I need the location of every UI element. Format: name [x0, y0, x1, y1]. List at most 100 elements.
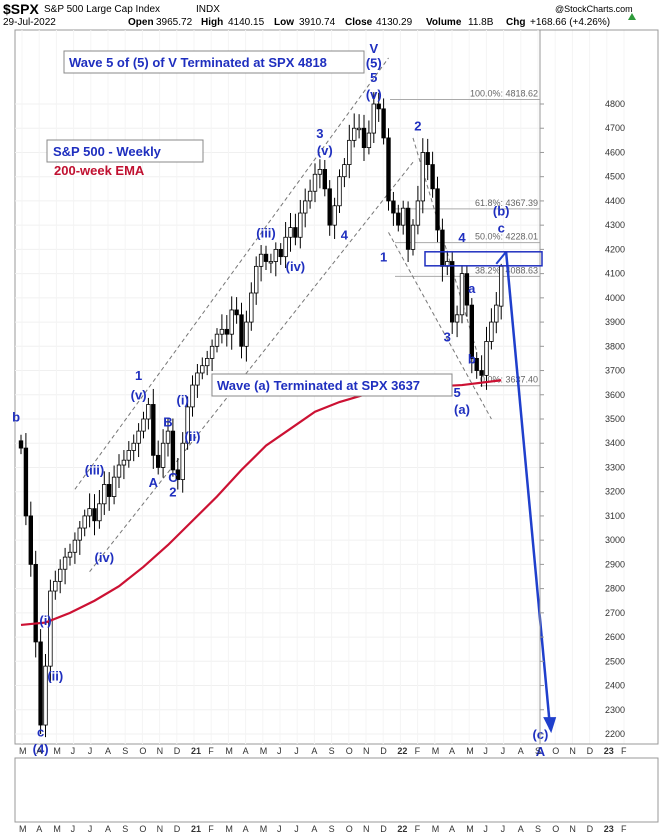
resistance-zone: [424, 251, 543, 267]
projection: [495, 251, 557, 734]
x-tick-label: M: [466, 824, 474, 834]
symbol: $SPX: [3, 1, 39, 17]
candle-body: [28, 515, 33, 565]
candle-body: [288, 227, 293, 238]
wave-label: A: [149, 475, 159, 490]
legend-title: S&P 500 - Weekly: [53, 144, 162, 159]
x-tick-label: F: [208, 746, 214, 756]
x-tick-label: N: [363, 746, 370, 756]
wave-label: (iv): [286, 259, 306, 274]
candle-body: [126, 450, 131, 461]
x-tick-label: A: [449, 746, 455, 756]
x-tick-label: O: [346, 746, 353, 756]
fib-label: 0.0%: 3637.40: [480, 375, 538, 385]
x-tick-label: M: [53, 824, 61, 834]
x-tick-label: 22: [397, 746, 407, 756]
wave-label: (ii): [185, 429, 201, 444]
arrow-down-icon: [543, 717, 557, 734]
wavea-box: [211, 373, 453, 397]
y-tick-label: 4300: [605, 220, 625, 230]
candle-body: [146, 404, 151, 420]
x-axis: M A M J J A S O N D 21 F M A M J J A S O N D 22 F M A M J J A S O N D 23 F: [19, 746, 627, 756]
candle-body: [474, 358, 479, 371]
x-tick-label: M: [466, 746, 474, 756]
lower-panel: [14, 757, 659, 823]
candle-body: [376, 103, 381, 110]
candle-body: [48, 590, 53, 667]
x-tick-label: M: [225, 824, 233, 834]
candle-body: [435, 188, 440, 231]
wave-label: (b): [493, 203, 510, 218]
wave5-box: [63, 50, 365, 74]
x-tick-label: J: [277, 746, 282, 756]
x-tick-label: J: [88, 824, 93, 834]
wave-label: b: [468, 351, 476, 366]
x-tick-label: A: [449, 824, 455, 834]
y-tick-label: 3800: [605, 341, 625, 351]
candle-body: [302, 200, 308, 214]
candle-body: [405, 207, 411, 250]
wave5-text: Wave 5 of (5) of V Terminated at SPX 481…: [69, 55, 327, 70]
candle-body: [92, 508, 97, 522]
candle-body: [102, 484, 107, 505]
y-tick-label: 4000: [605, 293, 625, 303]
y-tick-label: 2200: [605, 729, 625, 739]
channel-lower: [89, 161, 414, 572]
open-value: 3965.72: [156, 17, 193, 28]
x-tick-label: J: [501, 824, 506, 834]
wave-label: (i): [39, 613, 51, 628]
candle-body: [337, 176, 342, 207]
candle-body: [18, 440, 24, 449]
x-tick-label: O: [346, 824, 353, 834]
x-tick-label: J: [277, 824, 282, 834]
candle-body: [312, 173, 318, 192]
candle-body: [381, 108, 386, 139]
low-value: 3910.74: [299, 17, 336, 28]
y-tick-label: 2900: [605, 559, 625, 569]
x-tick-label: A: [243, 824, 249, 834]
candle-body: [469, 304, 474, 359]
candle-body: [62, 556, 68, 570]
x-tick-label: S: [329, 746, 335, 756]
x-tick-label: M: [260, 824, 268, 834]
candle-body: [111, 476, 117, 497]
candle-body: [136, 430, 141, 444]
x-tick-label: M: [53, 746, 61, 756]
legend-title-box: [46, 139, 204, 163]
x-tick-label: J: [294, 746, 299, 756]
y-tick-label: 4200: [605, 244, 625, 254]
x-tick-label: S: [122, 824, 128, 834]
candle-body: [322, 169, 327, 190]
candle-body: [219, 328, 225, 335]
candle-body: [234, 309, 239, 316]
y-tick-label: 2800: [605, 584, 625, 594]
candle-body: [214, 333, 220, 347]
y-tick-label: 3900: [605, 317, 625, 327]
wave-label: (iv): [95, 550, 115, 565]
wave-label: 5: [370, 70, 377, 85]
wave-label: 1: [380, 250, 387, 265]
candle-body: [180, 442, 185, 480]
x-tick-label: J: [88, 746, 93, 756]
wave-label: B: [163, 414, 172, 429]
candle-body: [415, 200, 421, 226]
x-tick-label: A: [311, 824, 317, 834]
y-tick-label: 3400: [605, 438, 625, 448]
x-tick-label: D: [380, 746, 387, 756]
candle-body: [209, 345, 215, 359]
candle-body: [244, 321, 249, 347]
x-tick-label: F: [208, 824, 214, 834]
x-tick-label: S: [122, 746, 128, 756]
x-tick-label: A: [105, 746, 111, 756]
x-tick-label: S: [535, 746, 541, 756]
candle-body: [464, 273, 470, 306]
x-tick-label: A: [36, 824, 42, 834]
x-tick-label: 23: [604, 746, 614, 756]
candle-body: [273, 248, 278, 262]
x-tick-label: 23: [604, 824, 614, 834]
candle-body: [386, 137, 391, 202]
candle-body: [165, 430, 171, 444]
legend-ema: 200-week EMA: [54, 163, 145, 178]
y-tick-label: 4600: [605, 147, 625, 157]
x-tick-label: J: [483, 746, 488, 756]
